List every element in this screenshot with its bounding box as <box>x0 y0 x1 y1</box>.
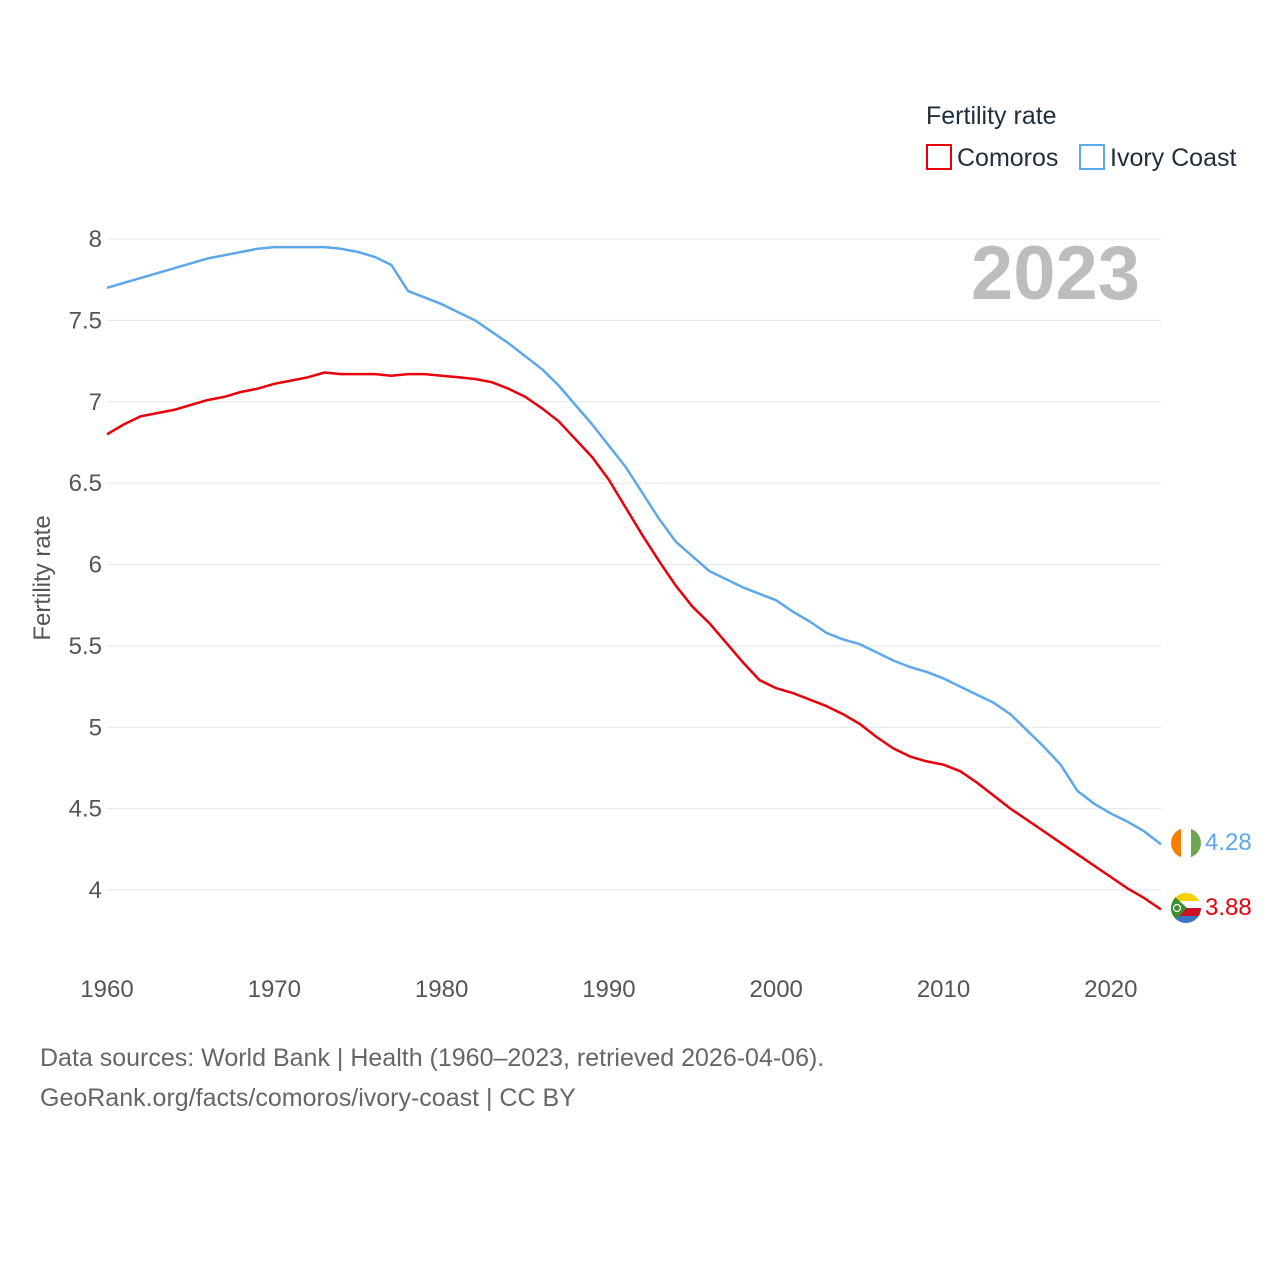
series-line-comoros[interactable] <box>106 371 1162 911</box>
legend-title: Fertility rate <box>926 102 1057 130</box>
y-tick-label: 7.5 <box>69 307 102 334</box>
y-tick-label: 8 <box>89 226 102 253</box>
end-label-comoros: 3.88 <box>1205 894 1252 921</box>
legend-item-comoros[interactable]: Comoros <box>926 144 1058 172</box>
footer-attribution[interactable]: GeoRank.org/facts/comoros/ivory-coast | … <box>40 1084 576 1112</box>
legend-label-ivory-coast: Ivory Coast <box>1110 144 1236 172</box>
x-tick-label: 2020 <box>1084 976 1137 1003</box>
x-axis: 1960 1970 1980 1990 2000 2010 2020 <box>80 976 1137 1003</box>
y-tick-label: 7 <box>89 389 102 416</box>
legend: Fertility rate Comoros Ivory Coast <box>926 102 1236 172</box>
x-tick-label: 2000 <box>750 976 803 1003</box>
y-axis-title: Fertility rate <box>29 515 56 640</box>
x-tick-label: 1960 <box>80 976 133 1003</box>
legend-swatch-comoros <box>926 144 952 170</box>
footer-sources: Data sources: World Bank | Health (1960–… <box>40 1044 825 1072</box>
grid <box>107 238 1161 891</box>
y-tick-label: 4 <box>89 877 102 904</box>
x-tick-label: 2010 <box>917 976 970 1003</box>
y-tick-label: 5.5 <box>69 633 102 660</box>
y-tick-label: 6.5 <box>69 470 102 497</box>
year-label: 2023 <box>971 231 1140 316</box>
series <box>106 245 1162 911</box>
x-tick-label: 1980 <box>415 976 468 1003</box>
x-tick-label: 1990 <box>582 976 635 1003</box>
x-tick-label: 1970 <box>248 976 301 1003</box>
y-tick-label: 5 <box>89 714 102 741</box>
y-tick-label: 4.5 <box>69 796 102 823</box>
end-label-ivory-coast: 4.28 <box>1205 829 1252 856</box>
comoros-flag-icon <box>1171 893 1201 923</box>
legend-label-comoros: Comoros <box>957 144 1058 172</box>
series-line-ivory-coast[interactable] <box>106 245 1162 846</box>
ivory-coast-flag-icon <box>1171 828 1201 858</box>
y-axis: 4 4.5 5 5.5 6 6.5 7 7.5 8 <box>69 226 102 904</box>
legend-swatch-ivory-coast <box>1079 144 1105 170</box>
y-tick-label: 6 <box>89 552 102 579</box>
legend-item-ivory-coast[interactable]: Ivory Coast <box>1079 144 1236 172</box>
